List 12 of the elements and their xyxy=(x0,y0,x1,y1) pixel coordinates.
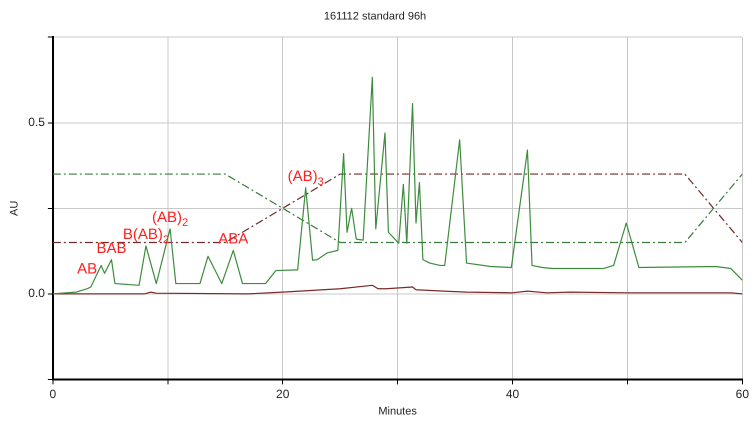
x-tick-label: 60 xyxy=(736,386,750,401)
y-tick-label: 0.5 xyxy=(28,115,46,130)
x-tick-label: 20 xyxy=(276,386,290,401)
x-tick-label: 40 xyxy=(506,386,520,401)
x-axis-title: Minutes xyxy=(378,405,418,418)
annotation: BAB xyxy=(96,240,126,257)
annotation: ABA xyxy=(218,230,248,248)
y-tick-label: 0.0 xyxy=(28,286,46,300)
x-tick-label: 0 xyxy=(50,386,57,401)
chart-title: 161112 standard 96h xyxy=(324,10,426,23)
y-axis-title: AU xyxy=(8,200,21,216)
annotation: AB xyxy=(77,260,98,278)
